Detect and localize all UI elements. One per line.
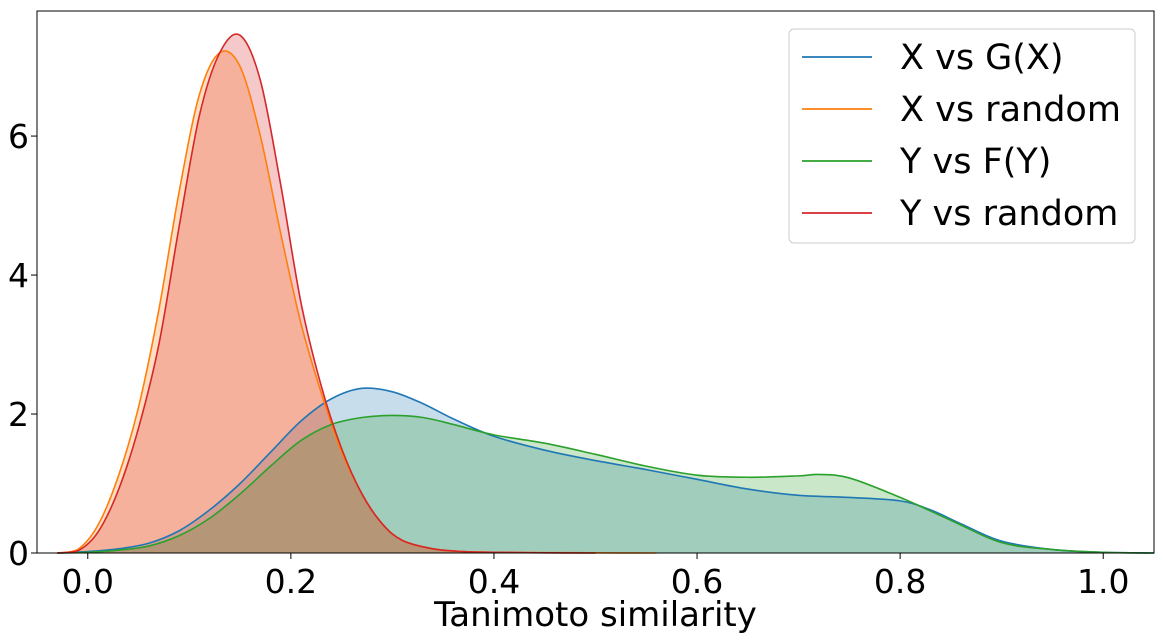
density-fill-2 bbox=[57, 415, 1154, 553]
density-fill-3 bbox=[57, 34, 596, 553]
plot-frame bbox=[36, 10, 1155, 554]
legend-label-2: Y vs F(Y) bbox=[899, 142, 1051, 182]
legend-label-3: Y vs random bbox=[899, 194, 1118, 234]
density-line-2 bbox=[57, 414, 1155, 554]
legend-label-0: X vs G(X) bbox=[900, 38, 1064, 78]
legend-label-1: X vs random bbox=[900, 90, 1121, 130]
y-tick-label: 0 bbox=[8, 534, 29, 573]
x-tick-label: 1.0 bbox=[1077, 562, 1129, 601]
density-line-3 bbox=[57, 33, 596, 554]
x-tick-label: 0.6 bbox=[671, 562, 723, 601]
density-fill-1 bbox=[57, 50, 657, 553]
y-tick-label: 6 bbox=[8, 117, 29, 156]
x-axis-ticks: 0.0 0.2 0.4 0.6 0.8 1.0 bbox=[62, 553, 1129, 601]
x-tick-label: 0.0 bbox=[62, 562, 114, 601]
y-axis-ticks: 0 2 4 6 bbox=[8, 117, 37, 573]
x-axis-label: Tanimoto similarity bbox=[433, 595, 757, 635]
x-tick-label: 0.4 bbox=[468, 562, 520, 601]
legend: X vs G(X) X vs random Y vs F(Y) Y vs random bbox=[788, 28, 1136, 244]
density-fill-0 bbox=[57, 387, 1154, 553]
density-lines bbox=[57, 33, 1155, 554]
density-line-0 bbox=[57, 387, 1155, 554]
x-tick-label: 0.8 bbox=[874, 562, 926, 601]
legend-box bbox=[788, 28, 1136, 244]
y-tick-label: 2 bbox=[8, 395, 29, 434]
density-fills bbox=[57, 34, 1154, 553]
y-tick-label: 4 bbox=[8, 256, 29, 295]
x-tick-label: 0.2 bbox=[265, 562, 317, 601]
